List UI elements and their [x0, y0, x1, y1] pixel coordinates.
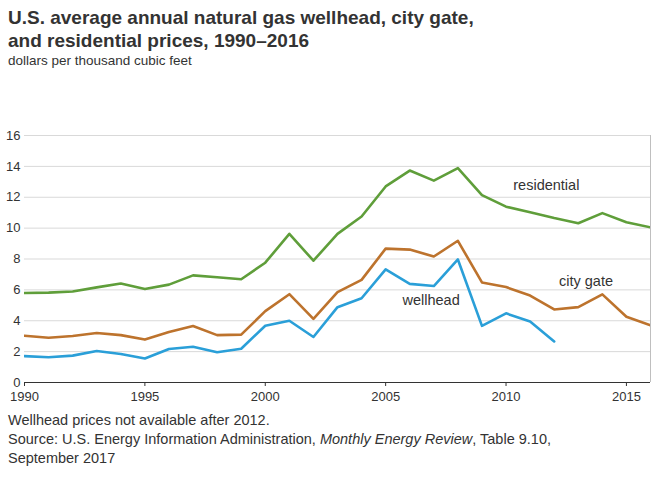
svg-text:wellhead: wellhead — [402, 292, 460, 308]
html-text:Source: U.S. Energy Informatio: Source: U.S. Energy Information Administ… — [8, 431, 551, 466]
svg-text:2: 2 — [13, 344, 20, 359]
svg-text:2005: 2005 — [371, 389, 400, 404]
svg-text:residential: residential — [513, 177, 579, 193]
svg-text:0: 0 — [13, 375, 20, 390]
svg-text:4: 4 — [13, 313, 20, 328]
svg-text:1990: 1990 — [10, 389, 39, 404]
svg-text:10: 10 — [6, 220, 20, 235]
svg-text:14: 14 — [6, 159, 20, 174]
svg-text:2010: 2010 — [492, 389, 521, 404]
svg-text:2015: 2015 — [612, 389, 641, 404]
svg-text:1995: 1995 — [130, 389, 159, 404]
html-text:U.S. average annual natural ga: U.S. average annual natural gas wellhead… — [8, 7, 474, 51]
svg-text:city gate: city gate — [559, 273, 613, 289]
svg-text:12: 12 — [6, 189, 20, 204]
svg-text:8: 8 — [13, 251, 20, 266]
html-text:Wellhead prices not available: Wellhead prices not available after 2012… — [8, 412, 270, 428]
svg-text:6: 6 — [13, 282, 20, 297]
html-text:dollars per thousand cubic fee: dollars per thousand cubic feet — [8, 53, 192, 68]
svg-text:16: 16 — [6, 128, 20, 143]
svg-text:2000: 2000 — [251, 389, 280, 404]
